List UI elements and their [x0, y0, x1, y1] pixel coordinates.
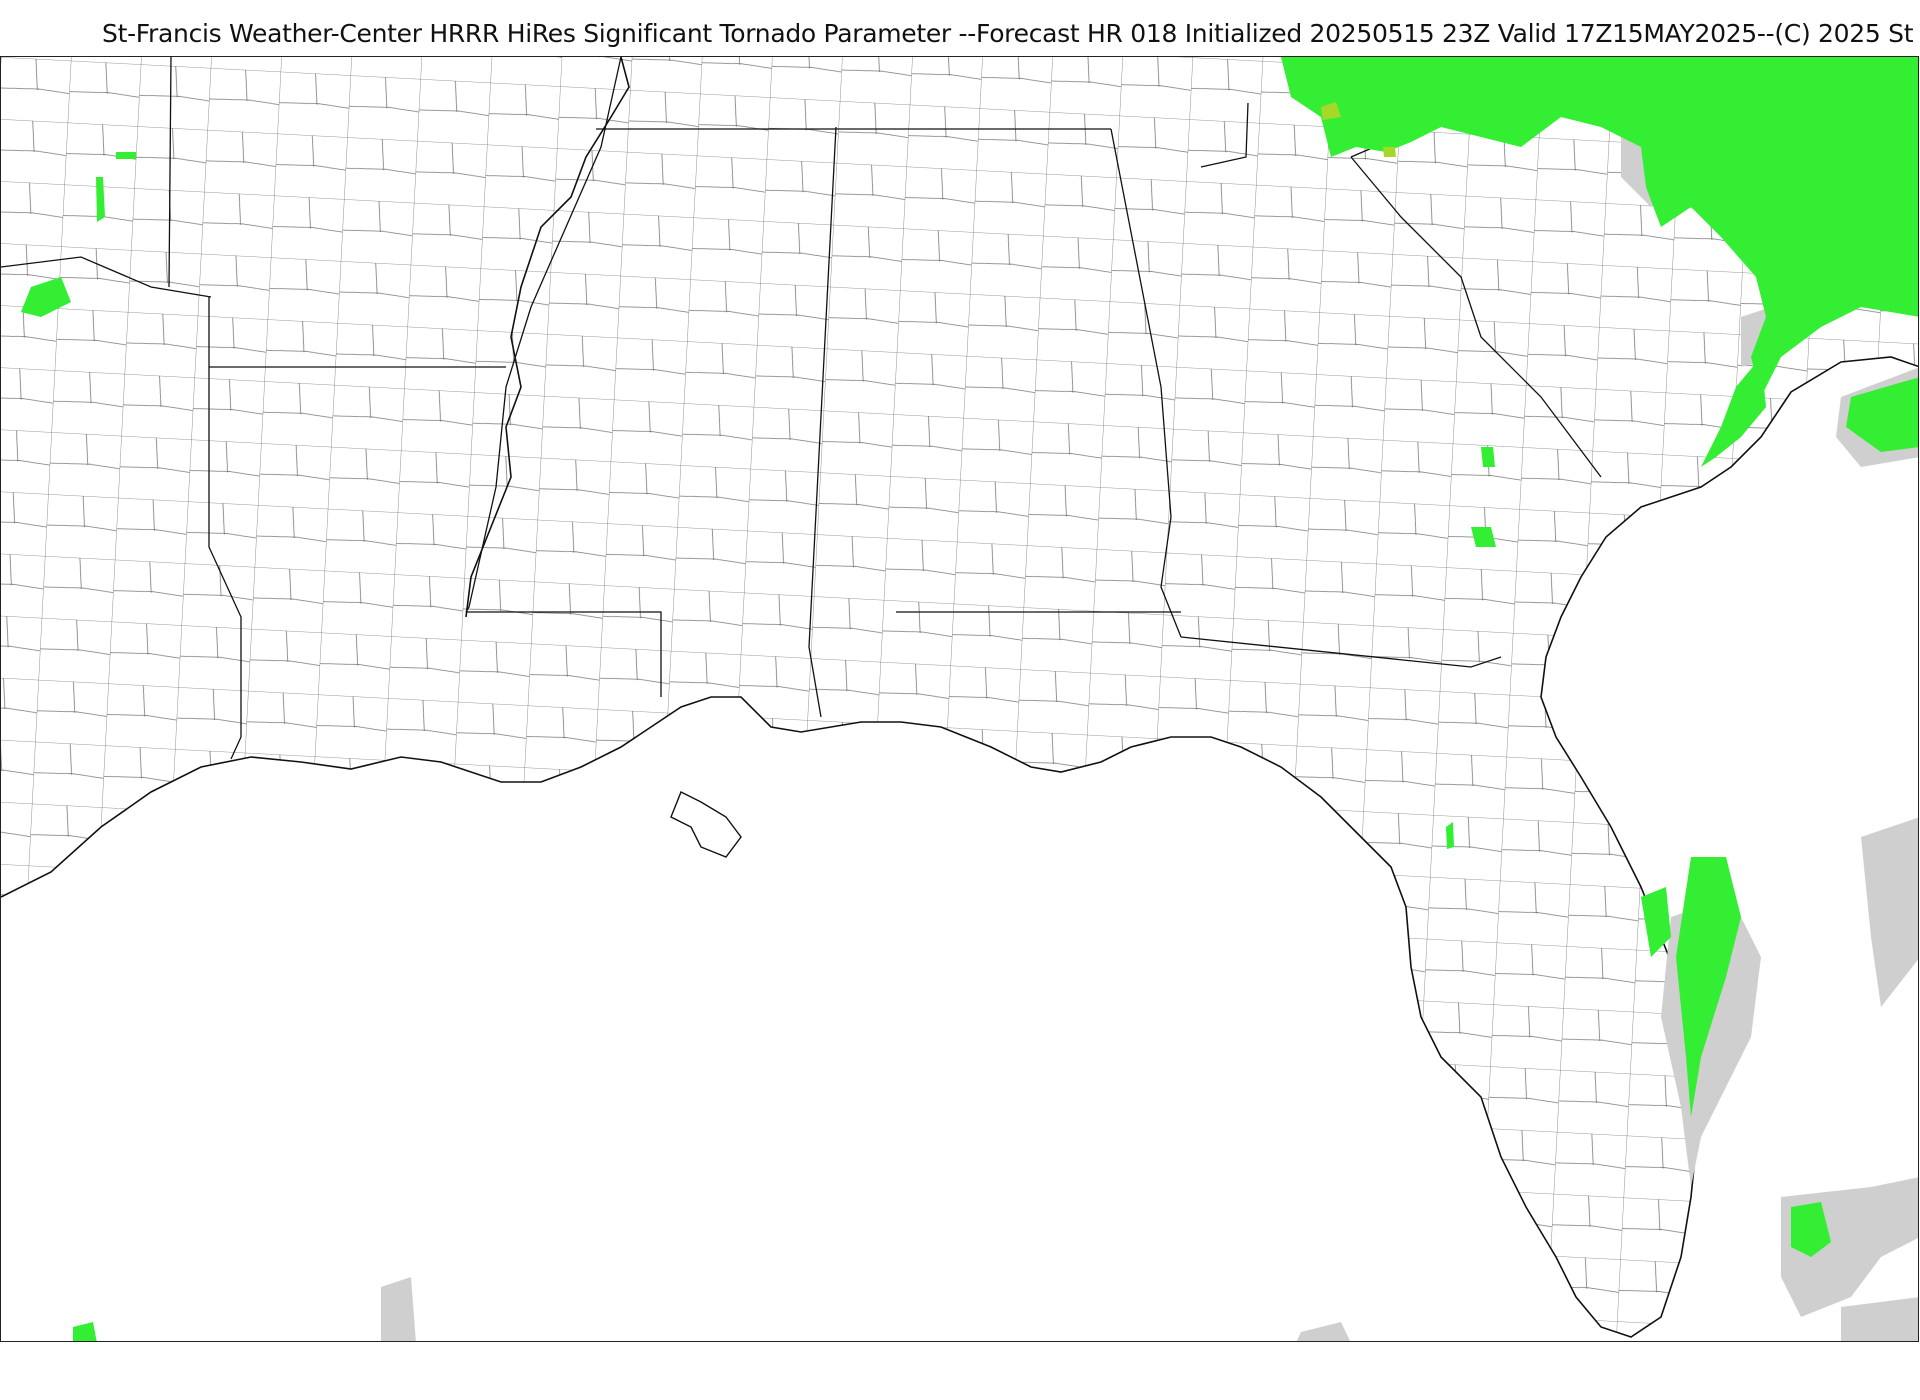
- land-area: [1, 57, 1918, 1337]
- stp-green-areas: [21, 57, 1918, 1341]
- stp-yellowgreen-areas: [1321, 102, 1396, 157]
- coastline: [1, 356, 1918, 1338]
- mississippi-river: [465, 57, 630, 618]
- weather-map: [1, 57, 1918, 1341]
- map-frame: [0, 56, 1919, 1342]
- delta-islands: [670, 791, 742, 858]
- map-title: St-Francis Weather-Center HRRR HiRes Sig…: [102, 19, 1920, 48]
